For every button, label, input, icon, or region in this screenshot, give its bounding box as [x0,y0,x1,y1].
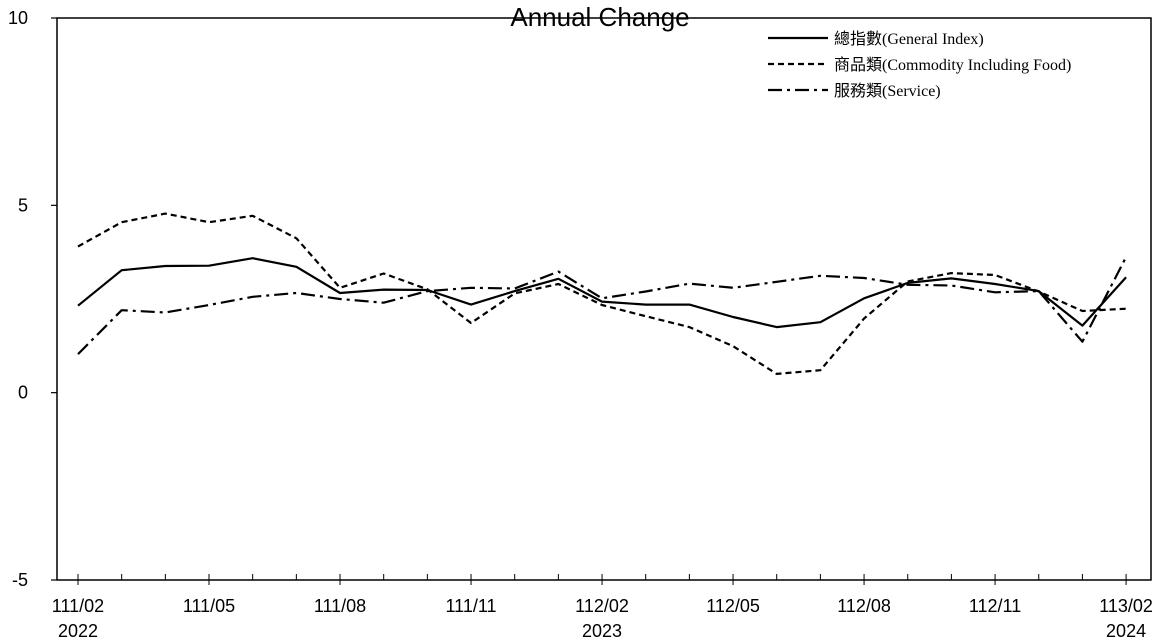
x-tick-label: 113/02 [1099,596,1153,616]
series-line-1 [77,212,1127,375]
x-year-label: 2024 [1106,621,1146,641]
legend-label-0: 總指數(General Index) [834,30,984,48]
y-tick-label: 0 [18,383,28,403]
y-tick-label: -5 [12,570,28,590]
x-year-label: 2023 [582,621,622,641]
x-year-label: 2022 [58,621,98,641]
x-tick-label: 111/02 [52,596,104,616]
x-tick-label: 112/05 [706,596,760,616]
x-tick-label: 112/08 [837,596,891,616]
x-tick-label: 111/05 [183,596,235,616]
legend-label-1: 商品類(Commodity Including Food) [834,56,1071,74]
series-line-2 [77,256,1128,355]
x-tick-label: 112/02 [575,596,629,616]
y-tick-label: 5 [18,195,28,215]
x-tick-label: 111/11 [446,596,497,616]
x-tick-label: 112/11 [969,596,1021,616]
legend-label-2: 服務類(Service) [834,82,941,100]
series-line-0 [77,257,1127,329]
y-tick-label: 10 [8,8,28,28]
chart-title: Annual Change [510,2,689,32]
x-tick-label: 111/08 [314,596,366,616]
plot-frame [56,17,1152,581]
